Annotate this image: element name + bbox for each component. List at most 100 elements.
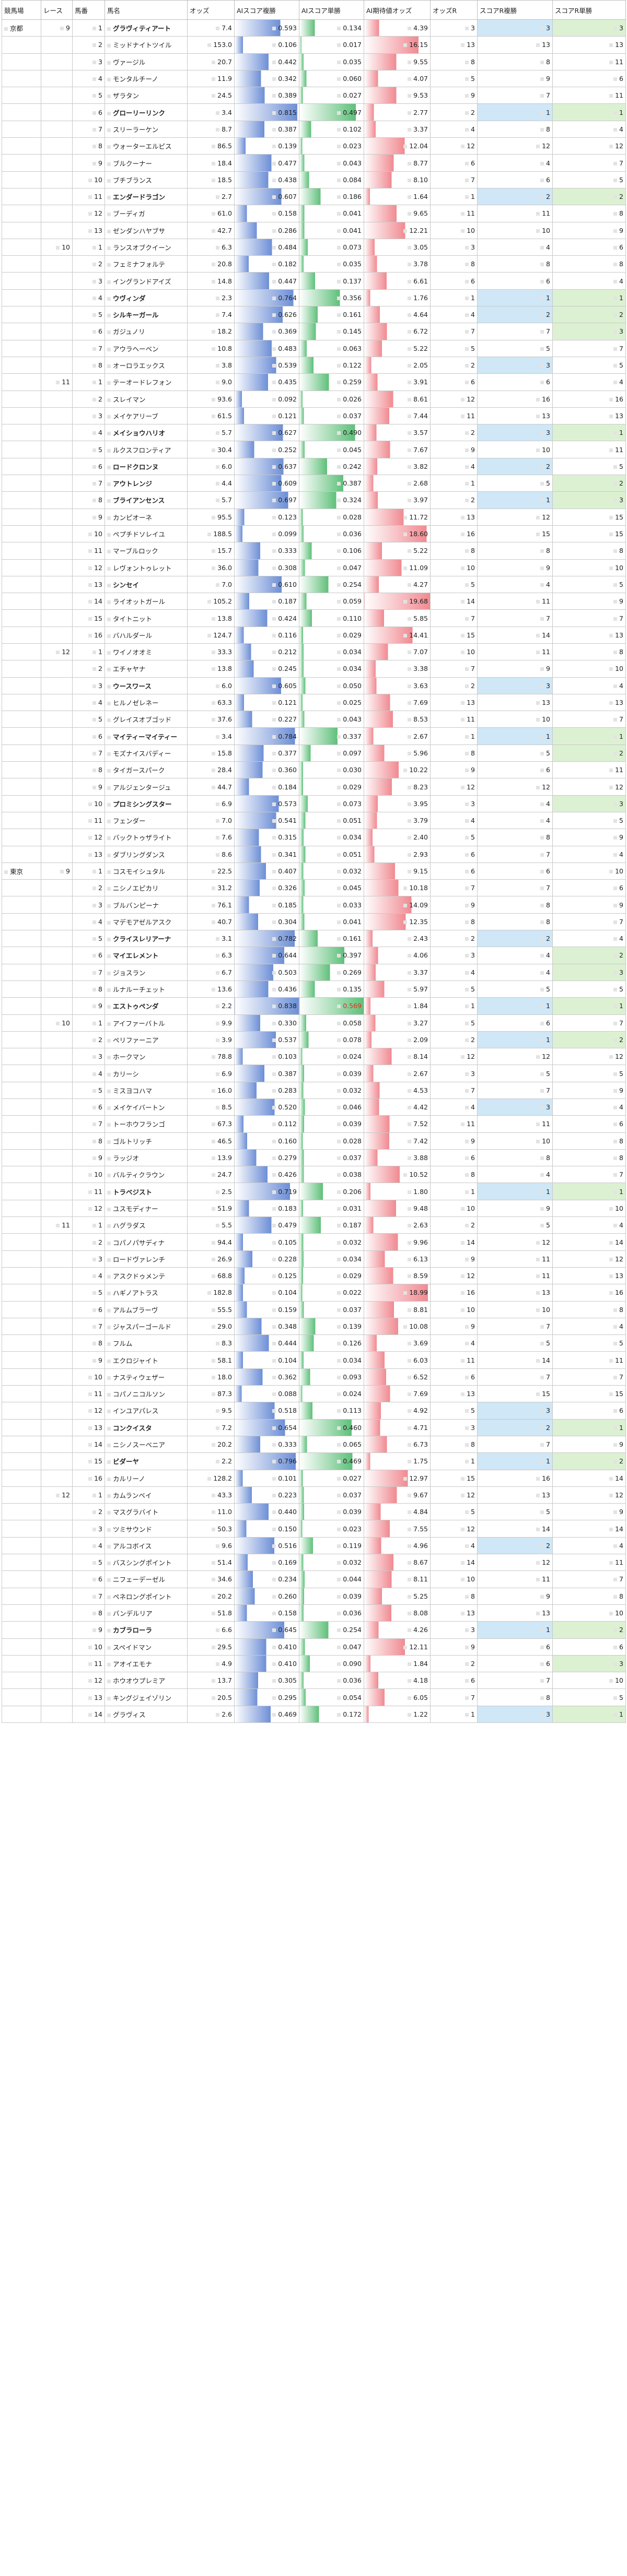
table-row[interactable]: 11 1 テーオードレフォン 9.0 0.435 0.259 3.91 6 6 4 — [2, 373, 626, 391]
table-row[interactable]: 東京 9 1 コスモイシュタル 22.5 0.407 0.032 9.15 6 6 10 — [2, 862, 626, 880]
table-row[interactable]: 3 メイケアリーブ 61.5 0.121 0.037 7.44 11 13 13 — [2, 407, 626, 425]
table-row[interactable]: 13 キングジェイゾリン 20.5 0.295 0.054 6.05 7 8 5 — [2, 1688, 626, 1706]
table-row[interactable]: 3 ホークマン 78.8 0.103 0.024 8.14 12 12 12 — [2, 1048, 626, 1066]
table-row[interactable]: 4 カリーシ 6.9 0.387 0.039 2.67 3 5 5 — [2, 1065, 626, 1082]
table-row[interactable]: 7 ジャスパーゴールド 29.0 0.348 0.139 10.08 9 7 4 — [2, 1317, 626, 1336]
column-header-venue[interactable]: 競馬場 — [2, 0, 41, 20]
table-row[interactable]: 11 1 ハグラダス 5.5 0.479 0.187 2.63 2 5 4 — [2, 1216, 626, 1234]
table-row[interactable]: 4 アスクドゥメンテ 68.8 0.125 0.029 8.59 12 11 13 — [2, 1267, 626, 1285]
table-row[interactable]: 9 ラッジオ 13.9 0.279 0.037 3.88 6 8 8 — [2, 1149, 626, 1167]
table-row[interactable]: 3 ブルバンピーナ 76.1 0.185 0.033 14.09 9 8 9 — [2, 896, 626, 914]
table-row[interactable]: 10 プロミシングスター 6.9 0.573 0.073 3.95 3 4 3 — [2, 795, 626, 812]
column-header-horse[interactable]: 馬名 — [104, 0, 188, 20]
table-row[interactable]: 2 マスグラバイト 11.0 0.440 0.039 4.84 5 5 9 — [2, 1503, 626, 1521]
table-row[interactable]: 3 ヴァージル 20.7 0.442 0.035 9.55 8 8 11 — [2, 53, 626, 70]
column-header-ai-score-fuku[interactable]: AIスコア複勝 — [234, 0, 299, 20]
table-row[interactable]: 8 ウォーターエルピス 86.5 0.139 0.023 12.04 12 12 12 — [2, 137, 626, 155]
table-row[interactable]: 2 フェミナフォルテ 20.8 0.182 0.035 3.78 8 8 8 — [2, 255, 626, 273]
table-row[interactable]: 11 コパノニコルソン 87.3 0.088 0.024 7.69 13 15 15 — [2, 1385, 626, 1403]
table-row[interactable]: 2 エチャヤナ 13.8 0.245 0.034 3.38 7 9 10 — [2, 660, 626, 678]
table-row[interactable]: 9 カンピオーネ 95.5 0.123 0.028 11.72 13 12 15 — [2, 508, 626, 526]
table-row[interactable]: 16 バハルダール 124.7 0.116 0.029 14.41 15 14 13 — [2, 626, 626, 644]
table-row[interactable]: 9 ブルクーナー 18.4 0.477 0.043 8.77 6 4 7 — [2, 154, 626, 172]
table-row[interactable]: 3 ツミサウンド 50.3 0.150 0.023 7.55 12 14 14 — [2, 1520, 626, 1538]
table-row[interactable]: 10 バルティクラウン 24.7 0.426 0.038 10.52 8 4 7 — [2, 1166, 626, 1184]
table-row[interactable]: 12 インユアパレス 9.5 0.518 0.113 4.92 5 3 6 — [2, 1402, 626, 1420]
table-row[interactable]: 10 ナスティウェザー 18.0 0.362 0.093 6.52 6 7 7 — [2, 1368, 626, 1386]
table-row[interactable]: 4 モンタルチーノ 11.9 0.342 0.060 4.07 5 9 6 — [2, 69, 626, 88]
table-row[interactable]: 3 ロードヴァレンチ 26.9 0.228 0.034 6.13 9 11 12 — [2, 1250, 626, 1268]
table-row[interactable]: 12 ユスモディナー 51.9 0.183 0.031 9.48 10 9 10 — [2, 1199, 626, 1218]
table-row[interactable]: 7 ジョスラン 6.7 0.503 0.269 3.37 4 4 3 — [2, 963, 626, 981]
table-row[interactable]: 2 ニシノエピカリ 31.2 0.326 0.045 10.18 7 7 6 — [2, 879, 626, 897]
table-row[interactable]: 16 カルリーノ 128.2 0.101 0.027 12.97 15 16 14 — [2, 1469, 626, 1487]
column-header-race[interactable]: レース — [41, 0, 73, 20]
table-row[interactable]: 3 ウースワース 6.0 0.605 0.050 3.63 2 3 4 — [2, 677, 626, 694]
table-row[interactable]: 5 ハギノアトラス 182.8 0.104 0.022 18.99 16 13 16 — [2, 1284, 626, 1302]
table-row[interactable]: 5 ルクスフロンティア 30.4 0.252 0.045 7.67 9 10 11 — [2, 441, 626, 458]
column-header-score-rank-tan[interactable]: スコアR単勝 — [552, 0, 626, 20]
table-row[interactable]: 5 シルキーガール 7.4 0.626 0.161 4.64 4 2 2 — [2, 306, 626, 324]
table-row[interactable]: 9 エクロジャイト 58.1 0.104 0.034 6.03 11 14 11 — [2, 1351, 626, 1369]
table-row[interactable]: 13 ゼンダンハヤブサ 42.7 0.286 0.041 12.21 10 10 9 — [2, 221, 626, 239]
table-row[interactable]: 5 グレイスオブゴッド 37.6 0.227 0.043 8.53 11 10 7 — [2, 711, 626, 728]
table-row[interactable]: 7 スリーラーケン 8.7 0.387 0.102 3.37 4 8 4 — [2, 120, 626, 138]
table-row[interactable]: 2 スレイマン 93.6 0.092 0.026 8.61 12 16 16 — [2, 390, 626, 408]
table-row[interactable]: 11 エンダードラゴン 2.7 0.607 0.186 1.64 1 2 2 — [2, 187, 626, 206]
table-row[interactable]: 5 ミスヨコハマ 16.0 0.283 0.032 4.53 7 7 9 — [2, 1081, 626, 1100]
table-row[interactable]: 7 アウラヘーベン 10.8 0.483 0.063 5.22 5 5 7 — [2, 339, 626, 357]
table-row[interactable]: 8 フルム 8.3 0.444 0.126 3.69 4 5 5 — [2, 1334, 626, 1352]
table-row[interactable]: 7 モズナイスバディー 15.8 0.377 0.097 5.96 8 5 2 — [2, 744, 626, 762]
column-header-num[interactable]: 馬番 — [72, 0, 105, 20]
table-row[interactable]: 8 ルナルーチェット 13.6 0.436 0.135 5.97 5 5 5 — [2, 980, 626, 998]
table-row[interactable]: 京都 9 1 グラヴィティアート 7.4 0.593 0.134 4.39 3 3 3 — [2, 19, 626, 37]
table-row[interactable]: 4 メイショウハリオ 5.7 0.627 0.490 3.57 2 3 1 — [2, 424, 626, 442]
table-row[interactable]: 5 ザラタン 24.5 0.389 0.027 9.53 9 7 11 — [2, 87, 626, 104]
table-row[interactable]: 2 ミッドナイトツイル 153.0 0.106 0.017 16.15 13 13 13 — [2, 36, 626, 54]
table-row[interactable]: 6 ロードクロンヌ 6.0 0.637 0.242 3.82 4 2 5 — [2, 457, 626, 476]
table-row[interactable]: 11 トラベジスト 2.5 0.719 0.206 1.80 1 1 1 — [2, 1183, 626, 1200]
table-row[interactable]: 6 メイケイバートン 8.5 0.520 0.046 4.42 4 3 4 — [2, 1098, 626, 1116]
table-row[interactable]: 6 ニフェーデーゼル 34.6 0.234 0.044 8.11 10 11 7 — [2, 1570, 626, 1588]
table-row[interactable]: 4 ヒルノゼレネー 63.3 0.121 0.025 7.69 13 13 13 — [2, 693, 626, 712]
table-row[interactable]: 11 フェンダー 7.0 0.541 0.051 3.79 4 4 5 — [2, 811, 626, 830]
table-row[interactable]: 9 エストゥペンダ 2.2 0.838 0.569 1.84 1 1 1 — [2, 997, 626, 1015]
table-row[interactable]: 6 グローリーリンク 3.4 0.815 0.497 2.77 2 1 1 — [2, 103, 626, 121]
table-row[interactable]: 15 ビダーヤ 2.2 0.796 0.469 1.75 1 1 2 — [2, 1452, 626, 1470]
table-row[interactable]: 6 マイエレメント 6.3 0.644 0.397 4.06 3 4 2 — [2, 947, 626, 964]
table-row[interactable]: 7 トーホウフランゴ 67.3 0.112 0.039 7.52 11 11 6 — [2, 1115, 626, 1133]
table-row[interactable]: 10 1 ランスオブクイーン 6.3 0.484 0.073 3.05 3 4 6 — [2, 238, 626, 256]
table-row[interactable]: 2 ペリファーニア 3.9 0.537 0.078 2.09 2 1 2 — [2, 1031, 626, 1049]
table-row[interactable]: 8 ゴルトリッチ 46.5 0.160 0.028 7.42 9 10 8 — [2, 1132, 626, 1150]
table-row[interactable]: 12 1 ワイノオオミ 33.3 0.212 0.034 7.07 10 11 8 — [2, 643, 626, 661]
table-row[interactable]: 12 レヴォントゥレット 36.0 0.308 0.047 11.09 10 9 10 — [2, 559, 626, 576]
table-row[interactable]: 10 ブチブランス 18.5 0.438 0.084 8.10 7 6 5 — [2, 171, 626, 188]
table-row[interactable]: 8 タイガースパーク 28.4 0.360 0.030 10.22 9 6 11 — [2, 761, 626, 779]
table-row[interactable]: 4 アルコボイス 9.6 0.516 0.119 4.96 4 2 4 — [2, 1537, 626, 1555]
table-row[interactable]: 9 カブラローラ 6.6 0.645 0.254 4.26 3 1 2 — [2, 1621, 626, 1639]
table-row[interactable]: 12 バックトゥザライト 7.6 0.315 0.034 2.40 5 8 9 — [2, 829, 626, 846]
table-row[interactable]: 13 シンセイ 7.0 0.610 0.254 4.27 5 4 5 — [2, 575, 626, 594]
table-row[interactable]: 10 ペプチドソレイユ 188.5 0.099 0.036 18.60 16 15 15 — [2, 525, 626, 543]
table-row[interactable]: 12 ブーディガ 61.0 0.158 0.041 9.65 11 11 8 — [2, 205, 626, 222]
table-row[interactable]: 4 ウヴィンダ 2.3 0.764 0.356 1.76 1 1 1 — [2, 289, 626, 307]
table-row[interactable]: 12 ホウオウプレミア 13.7 0.305 0.036 4.18 6 7 10 — [2, 1672, 626, 1689]
table-row[interactable]: 11 マーブルロック 15.7 0.333 0.106 5.22 8 8 8 — [2, 542, 626, 560]
table-row[interactable]: 10 スペイドマン 29.5 0.410 0.047 12.11 9 6 6 — [2, 1638, 626, 1656]
table-row[interactable]: 13 ダブリングダンス 8.6 0.341 0.051 2.93 6 7 4 — [2, 845, 626, 863]
table-row[interactable]: 12 1 カムランベイ 43.3 0.223 0.037 9.67 12 13 12 — [2, 1486, 626, 1504]
table-row[interactable]: 15 タイトニット 13.8 0.424 0.110 5.85 7 7 7 — [2, 609, 626, 627]
column-header-ai-score-tan[interactable]: AIスコア単勝 — [299, 0, 364, 20]
table-row[interactable]: 3 イングランドアイズ 14.8 0.447 0.137 6.61 6 6 4 — [2, 272, 626, 290]
column-header-score-rank-fuku[interactable]: スコアR複勝 — [477, 0, 553, 20]
table-row[interactable]: 6 ガジュノリ 18.2 0.369 0.145 6.72 7 7 3 — [2, 323, 626, 340]
column-header-odds[interactable]: オッズ — [187, 0, 235, 20]
table-row[interactable]: 6 アルムブラーヴ 55.5 0.159 0.037 8.81 10 10 8 — [2, 1301, 626, 1318]
table-row[interactable]: 2 コパノパサディナ 94.4 0.105 0.032 9.96 14 12 14 — [2, 1233, 626, 1251]
table-row[interactable]: 13 コンクイスタ 7.2 0.654 0.460 4.71 3 2 1 — [2, 1419, 626, 1436]
table-row[interactable]: 6 マイティーマイティー 3.4 0.784 0.337 2.67 1 1 1 — [2, 727, 626, 745]
table-row[interactable]: 5 クライスレリアーナ 3.1 0.782 0.161 2.43 2 2 4 — [2, 930, 626, 948]
table-row[interactable]: 14 ライオットガール 105.2 0.187 0.059 19.68 14 11 9 — [2, 593, 626, 610]
table-row[interactable]: 8 オーロラエックス 3.8 0.539 0.122 2.05 2 3 5 — [2, 356, 626, 374]
table-row[interactable]: 11 アオイエモナ 4.9 0.410 0.090 1.84 2 6 3 — [2, 1655, 626, 1673]
